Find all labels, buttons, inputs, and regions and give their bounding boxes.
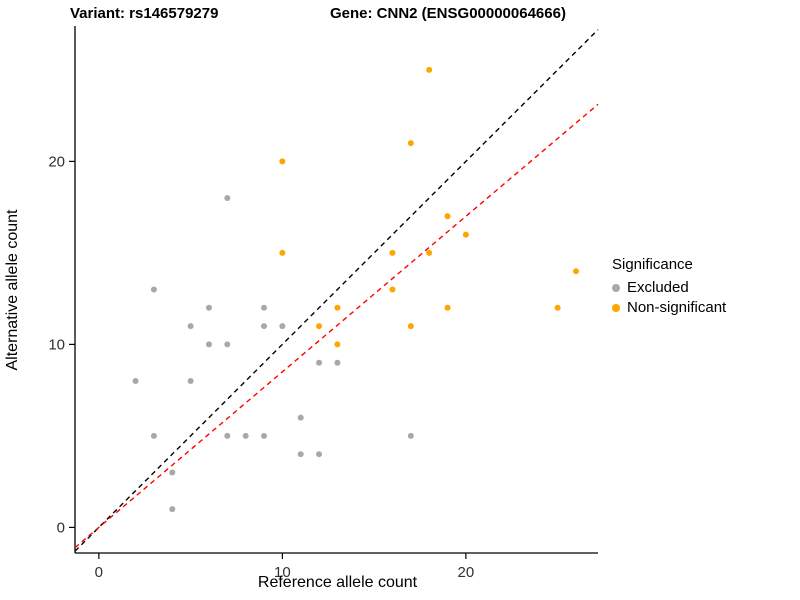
data-point-excluded	[224, 341, 231, 348]
data-point-excluded	[297, 451, 304, 458]
fit-line	[74, 103, 599, 549]
data-point-excluded	[316, 359, 323, 366]
legend-item-non-significant: Non-significant	[612, 299, 726, 316]
non-significant-swatch-icon	[612, 303, 620, 312]
data-point-non-significant	[389, 249, 396, 256]
excluded-swatch-icon	[612, 283, 620, 292]
data-point-excluded	[224, 432, 231, 439]
y-tick-label: 10	[48, 336, 65, 353]
data-point-excluded	[150, 286, 157, 293]
data-point-excluded	[334, 359, 341, 366]
legend-item-label: Non-significant	[627, 299, 727, 316]
data-point-non-significant	[462, 231, 469, 238]
data-point-non-significant	[316, 323, 323, 330]
data-point-non-significant	[334, 304, 341, 311]
data-point-non-significant	[334, 341, 341, 348]
data-point-excluded	[169, 469, 176, 476]
y-tick-label: 20	[48, 153, 65, 170]
data-point-non-significant	[444, 304, 451, 311]
data-point-excluded	[187, 323, 194, 330]
legend: Significance Excluded Non-significant	[612, 256, 726, 319]
x-tick-label: 0	[95, 564, 103, 581]
data-point-non-significant	[554, 304, 561, 311]
data-point-excluded	[205, 304, 212, 311]
data-point-excluded	[297, 414, 304, 421]
data-point-excluded	[187, 377, 194, 384]
data-point-excluded	[279, 323, 286, 330]
data-point-excluded	[132, 377, 139, 384]
data-point-excluded	[242, 432, 249, 439]
data-point-excluded	[224, 195, 231, 202]
data-point-excluded	[407, 432, 414, 439]
x-tick-label: 10	[274, 564, 291, 581]
data-point-non-significant	[426, 66, 433, 73]
data-point-excluded	[169, 506, 176, 513]
data-point-excluded	[261, 432, 268, 439]
data-point-excluded	[316, 451, 323, 458]
data-point-excluded	[261, 323, 268, 330]
gene-title: Gene: CNN2 (ENSG00000064666)	[330, 5, 566, 22]
data-point-excluded	[150, 432, 157, 439]
data-point-non-significant	[444, 213, 451, 220]
data-point-non-significant	[279, 158, 286, 165]
data-point-excluded	[205, 341, 212, 348]
x-tick-label: 20	[458, 564, 475, 581]
x-axis-label: Reference allele count	[257, 574, 418, 591]
legend-item-label: Excluded	[627, 279, 689, 296]
variant-title: Variant: rs146579279	[70, 5, 219, 22]
data-point-non-significant	[389, 286, 396, 293]
legend-title: Significance	[612, 256, 693, 273]
y-axis-label: Alternative allele count	[4, 209, 21, 371]
data-point-non-significant	[572, 268, 579, 275]
data-point-excluded	[261, 304, 268, 311]
identity-line	[74, 29, 599, 552]
legend-item-excluded: Excluded	[612, 279, 726, 296]
data-point-non-significant	[426, 249, 433, 256]
data-point-non-significant	[279, 249, 286, 256]
y-tick-label: 0	[57, 519, 65, 536]
data-point-non-significant	[407, 323, 414, 330]
data-point-non-significant	[407, 140, 414, 147]
